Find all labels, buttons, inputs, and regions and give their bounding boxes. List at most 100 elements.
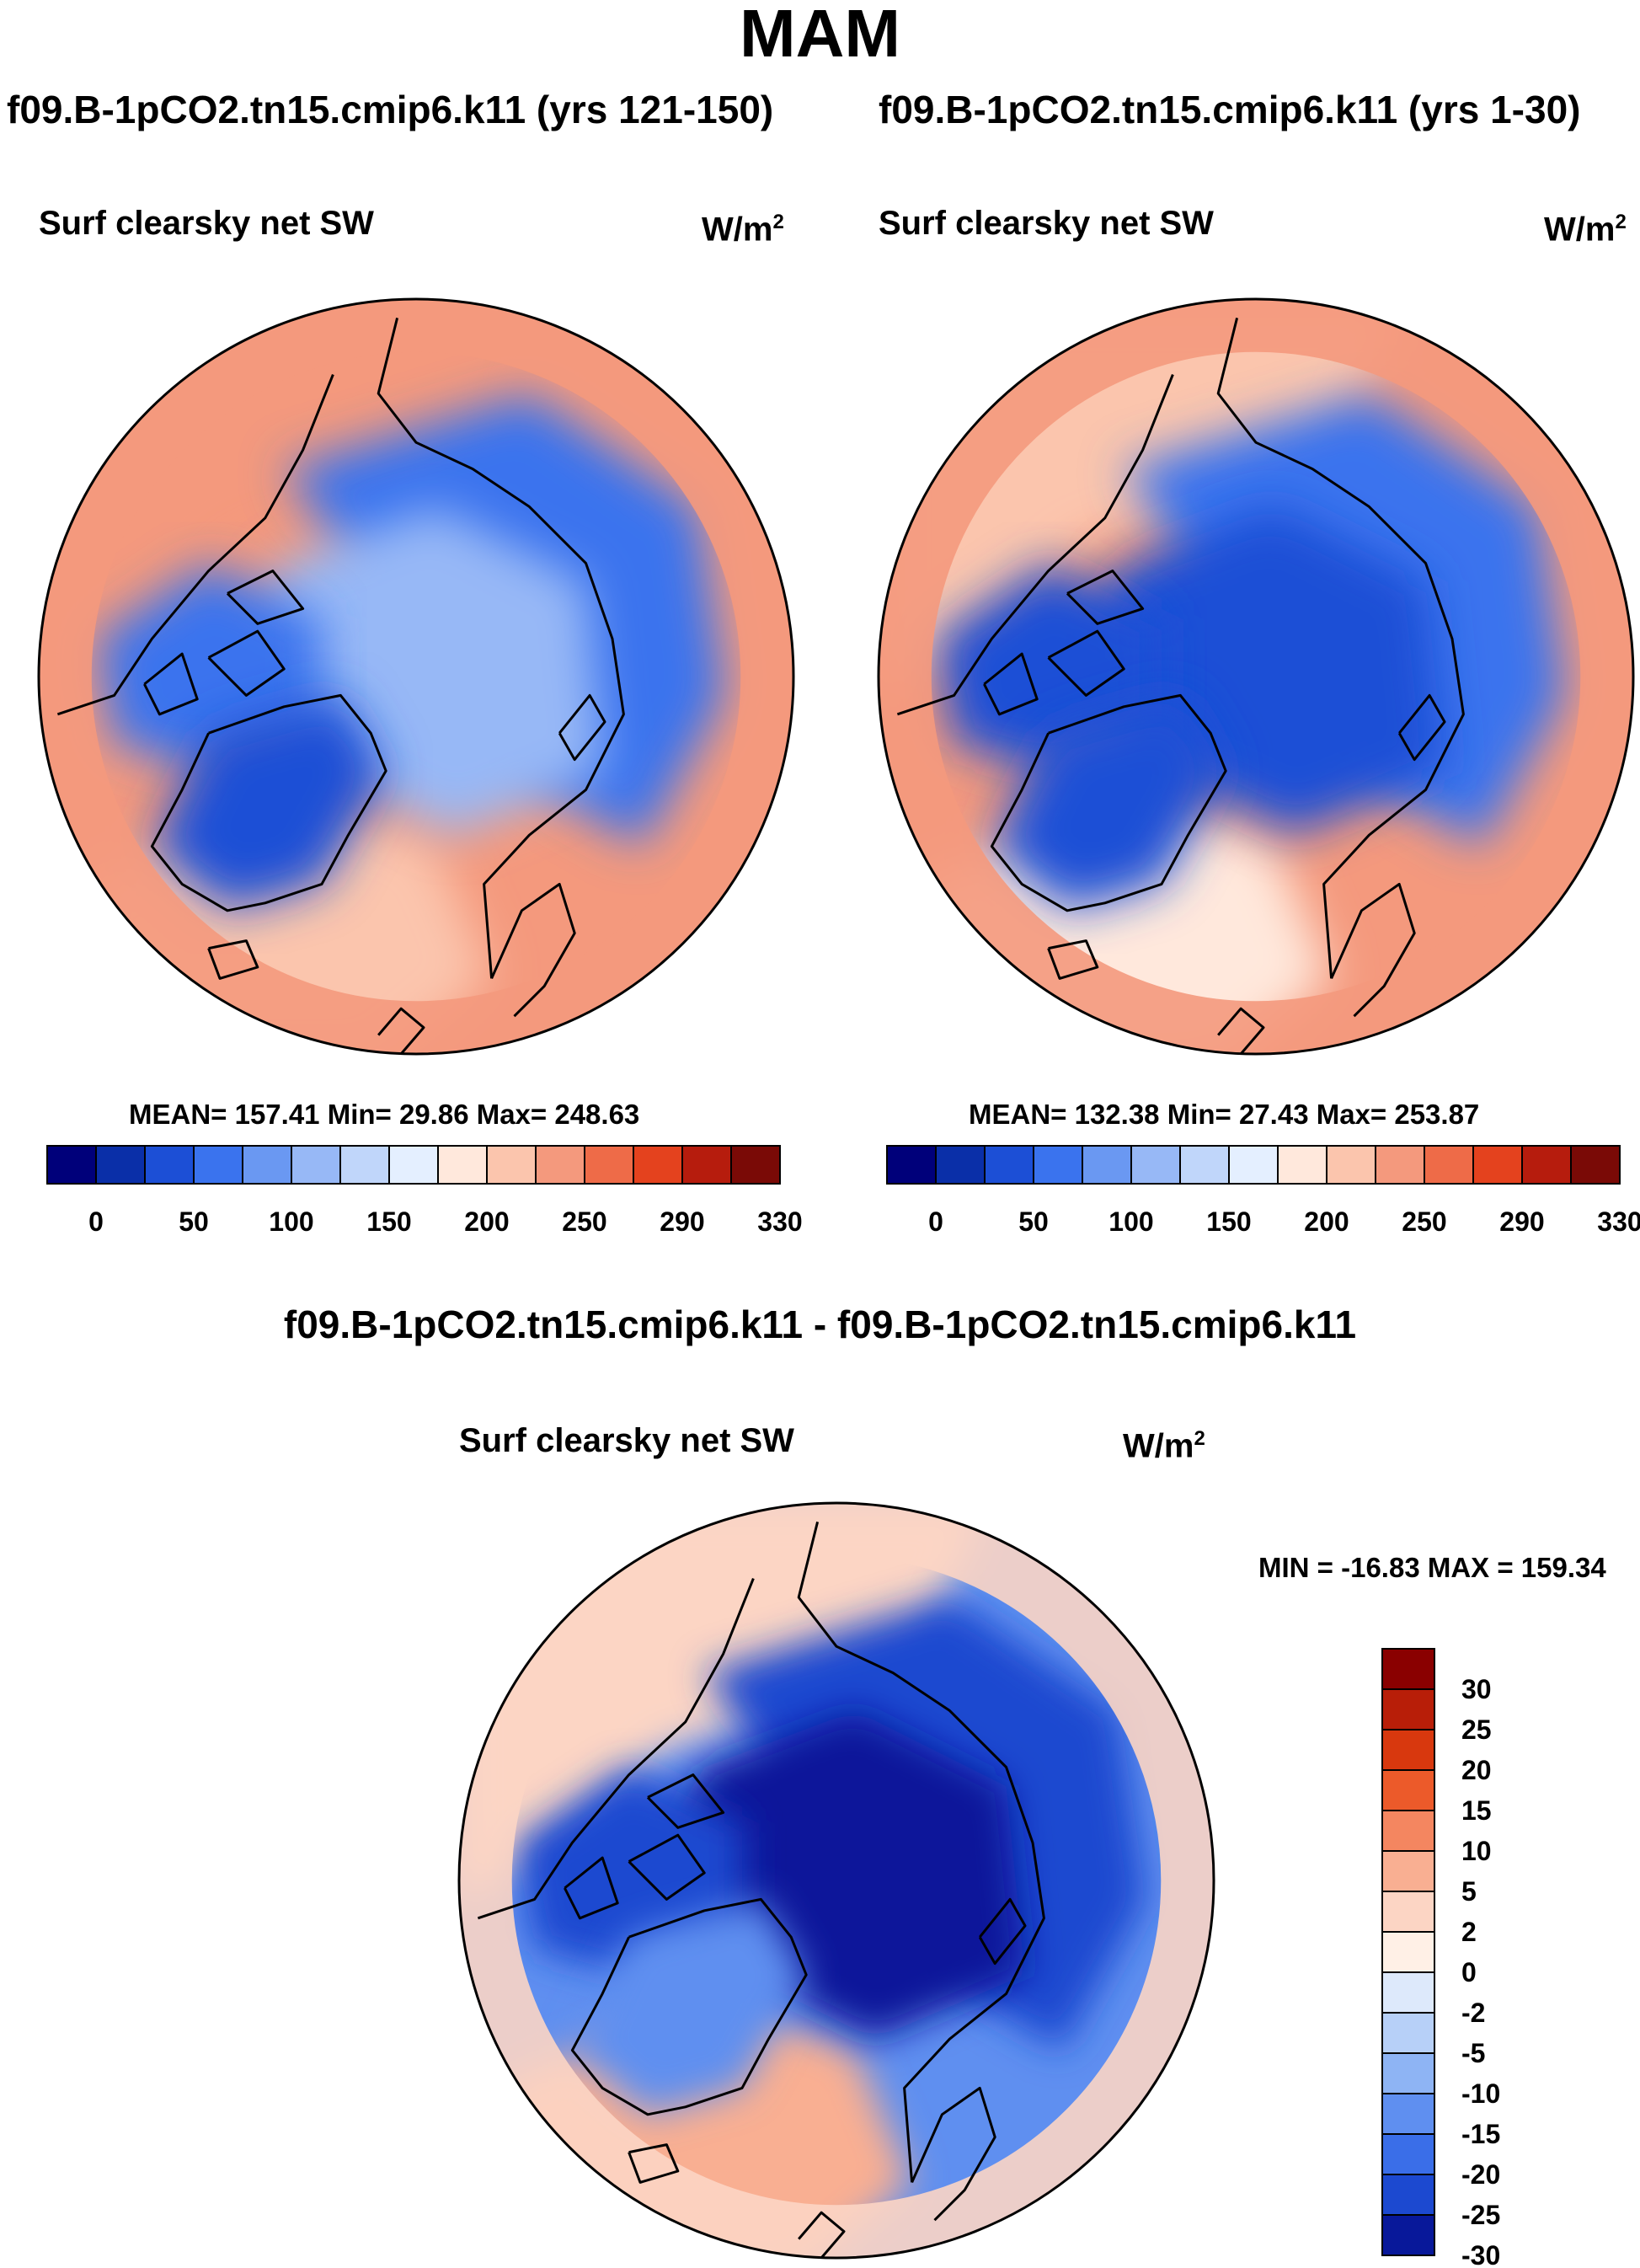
coastline-9 xyxy=(377,1007,425,1055)
colorbar-box xyxy=(1381,2214,1435,2256)
coastline-4 xyxy=(1066,570,1145,625)
colorbar-box xyxy=(1381,2133,1435,2175)
colorbar-tick-label: 290 xyxy=(1499,1206,1544,1237)
colorbar-tick-label: 0 xyxy=(928,1206,943,1237)
coastline-5 xyxy=(983,652,1039,716)
colorbar-box xyxy=(984,1145,1034,1185)
region-low-latitude-ring xyxy=(39,299,793,1054)
map-panel-3 xyxy=(457,1501,1215,2260)
colorbar-box xyxy=(886,1145,937,1185)
colorbar-tick-label: -20 xyxy=(1461,2159,1500,2190)
colorbar-tick-label: 330 xyxy=(757,1206,802,1237)
colorbar-box xyxy=(1381,1850,1435,1892)
panel2-units: W/m2 xyxy=(1544,211,1627,249)
colorbar-tick-label: -15 xyxy=(1461,2119,1500,2149)
colorbar-box xyxy=(935,1145,986,1185)
colorbar-box xyxy=(1381,1810,1435,1852)
colorbar-tick-label: 2 xyxy=(1461,1917,1477,1947)
colorbar-box xyxy=(730,1145,781,1185)
colorbar-box xyxy=(1381,1688,1435,1730)
colorbar-box xyxy=(535,1145,585,1185)
colorbar-box xyxy=(339,1145,390,1185)
colorbar-tick-label: 150 xyxy=(1206,1206,1251,1237)
colorbar-box xyxy=(1472,1145,1523,1185)
diff-case-title: f09.B-1pCO2.tn15.cmip6.k11 - f09.B-1pCO2… xyxy=(283,1302,1357,1346)
panel2-stats: MEAN= 132.38 Min= 27.43 Max= 253.87 xyxy=(969,1099,1480,1130)
colorbar-box xyxy=(1381,1931,1435,1973)
coastline-3 xyxy=(628,1833,706,1901)
colorbar-tick-label: 250 xyxy=(562,1206,606,1237)
colorbar-tick-label: 250 xyxy=(1402,1206,1446,1237)
colorbar-tick-label: 200 xyxy=(464,1206,509,1237)
coastline-2 xyxy=(477,1578,755,1920)
colorbar-box xyxy=(193,1145,243,1185)
colorbar-box xyxy=(1277,1145,1327,1185)
colorbar-box xyxy=(291,1145,341,1185)
colorbar-box xyxy=(388,1145,439,1185)
colorbar-box xyxy=(1381,1971,1435,2014)
coastline-1 xyxy=(1216,318,1465,979)
colorbar-box xyxy=(1082,1145,1132,1185)
colorbar-tick-label: 10 xyxy=(1461,1836,1492,1866)
colorbar-box xyxy=(1375,1145,1425,1185)
colorbar-tick-label: -10 xyxy=(1461,2078,1500,2109)
region-low-latitude-ring xyxy=(879,299,1633,1054)
colorbar-tick-label: -30 xyxy=(1461,2240,1500,2268)
colorbar-box xyxy=(1381,2052,1435,2094)
map-panel-1 xyxy=(37,297,795,1056)
coastline-8 xyxy=(628,2143,680,2184)
region-low-latitude-ring xyxy=(459,1503,1214,2258)
colorbar-box xyxy=(1033,1145,1083,1185)
coastline-0 xyxy=(570,1897,808,2116)
coastline-8 xyxy=(1047,939,1099,980)
colorbar-tick-label: 100 xyxy=(1108,1206,1153,1237)
colorbar-tick-label: -25 xyxy=(1461,2200,1500,2230)
colorbar-box xyxy=(1521,1145,1572,1185)
colorbar-tick-label: 25 xyxy=(1461,1714,1492,1745)
colorbar-tick-label: 20 xyxy=(1461,1755,1492,1785)
coastline-6 xyxy=(490,882,576,1018)
colorbar-tick-label: 150 xyxy=(366,1206,411,1237)
colorbar-box xyxy=(46,1145,97,1185)
colorbar-box xyxy=(633,1145,683,1185)
colorbar-tick-label: 0 xyxy=(88,1206,104,1237)
map3-border xyxy=(457,1501,1215,2260)
colorbar-tick-label: 5 xyxy=(1461,1876,1477,1907)
colorbar-tick-label: 100 xyxy=(269,1206,313,1237)
panel1-stats: MEAN= 157.41 Min= 29.86 Max= 248.63 xyxy=(129,1099,640,1130)
coastline-9 xyxy=(798,2211,846,2259)
map-panel-2 xyxy=(877,297,1635,1056)
colorbar-box xyxy=(1381,1729,1435,1771)
coastline-8 xyxy=(207,939,259,980)
colorbar-box xyxy=(1381,2012,1435,2054)
panel1-case-title: f09.B-1pCO2.tn15.cmip6.k11 (yrs 121-150) xyxy=(7,88,774,131)
region-greenland xyxy=(991,695,1226,911)
colorbar-box xyxy=(1570,1145,1621,1185)
coastline-5 xyxy=(564,1856,619,1920)
coastline-4 xyxy=(226,570,305,625)
coastline-4 xyxy=(646,1773,725,1829)
coastline-1 xyxy=(377,318,625,979)
coastline-3 xyxy=(1047,629,1125,697)
coastline-0 xyxy=(990,693,1227,912)
colorbar-box xyxy=(1326,1145,1376,1185)
panel1-variable-label: Surf clearsky net SW xyxy=(39,205,374,242)
colorbar-box xyxy=(486,1145,537,1185)
colorbar-tick-label: 15 xyxy=(1461,1795,1492,1826)
colorbar-box xyxy=(437,1145,488,1185)
colorbar-tick-label: -2 xyxy=(1461,1998,1485,2028)
coastline-3 xyxy=(207,629,286,697)
colorbar-tick-label: 290 xyxy=(660,1206,704,1237)
colorbar-box xyxy=(1381,1769,1435,1811)
colorbar-box xyxy=(681,1145,732,1185)
colorbar-box xyxy=(1424,1145,1474,1185)
diff-units: W/m2 xyxy=(1123,1427,1205,1465)
colorbar-box xyxy=(1179,1145,1230,1185)
diff-stats: MIN = -16.83 MAX = 159.34 xyxy=(1258,1552,1606,1583)
coastline-6 xyxy=(911,2086,996,2222)
coastline-9 xyxy=(1217,1007,1265,1055)
region-greenland xyxy=(152,695,387,911)
colorbar-box xyxy=(1381,1648,1435,1690)
main-title: MAM xyxy=(739,0,901,71)
